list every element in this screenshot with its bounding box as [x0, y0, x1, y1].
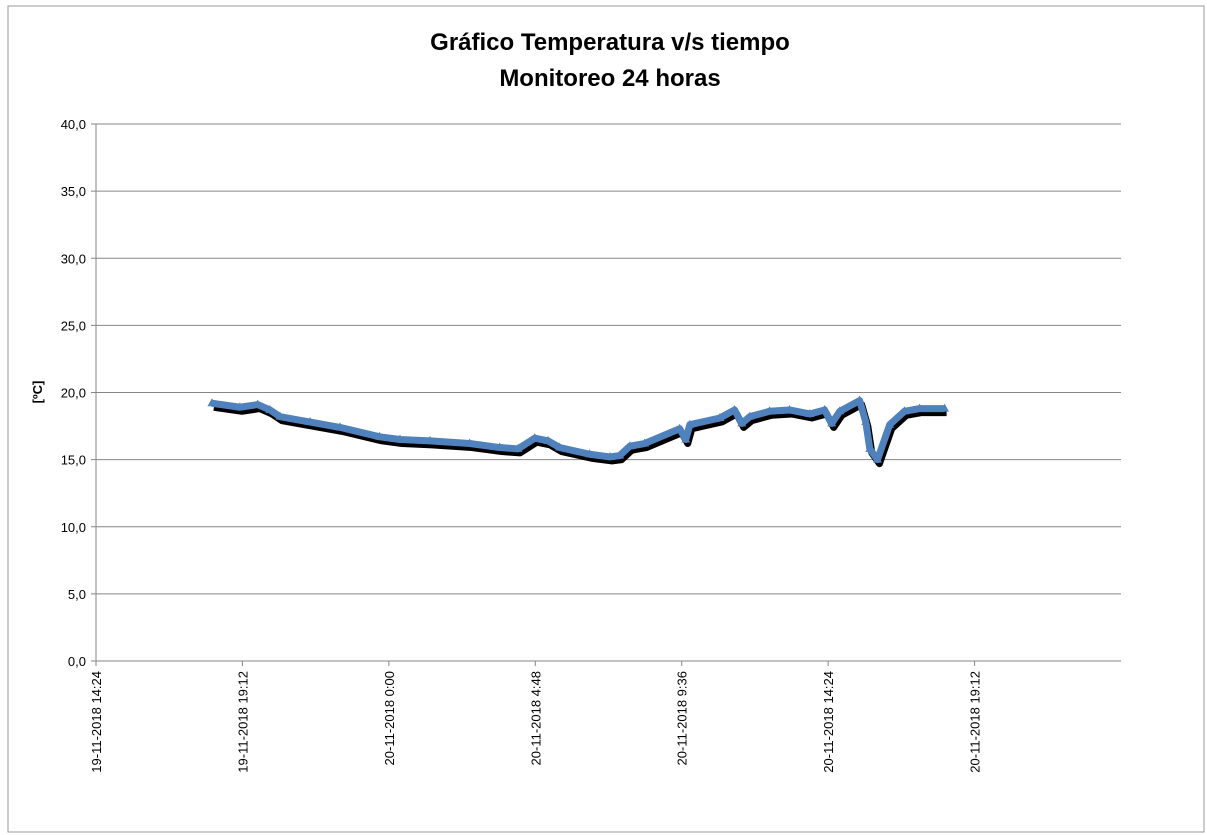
marker [835, 406, 845, 415]
marker [685, 419, 695, 428]
marker [872, 454, 882, 463]
marker [640, 438, 650, 447]
x-tick-label: 20-11-2018 4:48 [528, 671, 543, 765]
x-tick-label: 19-11-2018 14:24 [89, 671, 104, 773]
marker [235, 402, 245, 411]
marker [625, 441, 635, 450]
marker [785, 404, 795, 413]
marker [730, 404, 740, 413]
marker [681, 434, 691, 443]
marker [305, 417, 315, 426]
chart-subtitle: Monitoreo 24 horas [499, 65, 720, 92]
marker [543, 435, 553, 444]
marker [265, 404, 275, 413]
marker [940, 403, 950, 412]
marker [855, 395, 865, 404]
marker [395, 434, 405, 443]
y-axis-label: [ºC] [30, 381, 45, 404]
marker [827, 418, 837, 427]
x-tick-label: 19-11-2018 19:12 [235, 671, 250, 773]
y-tick-label: 20,0 [61, 386, 86, 401]
marker [737, 418, 747, 427]
marker [207, 398, 217, 407]
x-tick-label: 20-11-2018 19:12 [968, 671, 983, 773]
y-tick-label: 25,0 [61, 318, 86, 333]
y-tick-label: 35,0 [61, 184, 86, 199]
y-tick-label: 40,0 [61, 117, 86, 132]
marker [530, 433, 540, 442]
x-tick-label: 20-11-2018 0:00 [382, 671, 397, 765]
y-tick-label: 15,0 [61, 453, 86, 468]
marker [275, 411, 285, 420]
marker [513, 443, 523, 452]
marker [861, 417, 871, 426]
marker [885, 419, 895, 428]
marker [335, 422, 345, 431]
marker [425, 435, 435, 444]
marker [675, 423, 685, 432]
chart-frame [7, 5, 1205, 833]
marker [555, 442, 565, 451]
marker [375, 431, 385, 440]
marker [899, 406, 909, 415]
y-tick-label: 30,0 [61, 251, 86, 266]
marker [715, 413, 725, 422]
marker [865, 443, 875, 452]
marker [495, 442, 505, 451]
marker [820, 404, 830, 413]
marker [915, 403, 925, 412]
chart-title: Gráfico Temperatura v/s tiempo [430, 29, 790, 56]
x-tick-label: 20-11-2018 9:36 [675, 671, 690, 765]
marker [805, 408, 815, 417]
marker [585, 449, 595, 458]
marker [605, 451, 615, 460]
marker [253, 399, 263, 408]
x-tick-label: 20-11-2018 14:24 [821, 671, 836, 773]
marker [765, 406, 775, 415]
y-tick-label: 0,0 [68, 654, 86, 669]
y-tick-label: 10,0 [61, 520, 86, 535]
line [211, 397, 945, 464]
marker [465, 438, 475, 447]
marker [745, 411, 755, 420]
marker [615, 450, 625, 459]
y-tick-label: 5,0 [68, 587, 86, 602]
